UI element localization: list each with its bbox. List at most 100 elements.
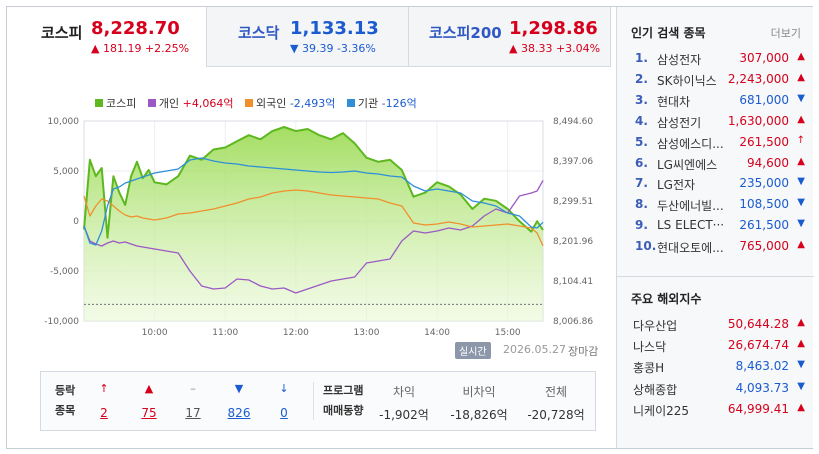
more-link[interactable]: 더보기 <box>770 27 801 40</box>
overseas-index-name[interactable]: 니케이225 <box>633 403 690 418</box>
popular-stock-row[interactable]: 5. 삼성에스디... 261,500 ↑ <box>631 135 807 155</box>
overseas-index-value: 64,999.41 <box>727 401 789 416</box>
tab-kospi[interactable]: 코스피 8,228.70 ▲ 181.19 +2.25% <box>7 7 207 67</box>
stock-price: 307,000 <box>739 51 789 65</box>
overseas-index-name[interactable]: 홍콩H <box>633 361 665 376</box>
realtime-date: 2026.05.27 <box>503 343 566 356</box>
down-arrow-icon: ▼ <box>797 197 805 209</box>
x-tick-label: 15:00 <box>495 328 521 338</box>
y-right-tick-label: 8,397.06 <box>553 157 593 167</box>
legend-swatch <box>244 99 253 107</box>
overseas-index-row[interactable]: 나스닥 26,674.74 ▲ <box>631 338 807 358</box>
overseas-index-row[interactable]: 다우산업 50,644.28 ▲ <box>631 317 807 337</box>
tab-kospi-value: 8,228.70 <box>91 18 180 39</box>
breadth-label-2: 종목 <box>55 404 76 417</box>
stock-name[interactable]: 두산에너빌... <box>657 199 724 214</box>
stock-name[interactable]: LG전자 <box>657 178 696 193</box>
tab-kospi200-change: ▲ 38.33 +3.04% <box>509 42 601 55</box>
stock-rank: 6. <box>635 155 648 170</box>
overseas-index-row[interactable]: 홍콩H 8,463.02 ▼ <box>631 359 807 379</box>
fall-icon: ▼ <box>234 382 244 395</box>
y-right-tick-label: 8,299.51 <box>553 197 593 207</box>
y-left-tick-label: 0 <box>73 217 79 227</box>
stock-price: 765,000 <box>739 239 789 254</box>
market-status: 장마감 <box>568 345 599 358</box>
chart-axes: 10,000 5,000 0 -5,000 -10,000 8,494.60 8,397.0… <box>44 117 593 338</box>
overseas-index-value: 26,674.74 <box>727 338 789 353</box>
fall-count[interactable]: 826 <box>227 406 251 420</box>
up-arrow-icon: ▲ <box>797 317 805 328</box>
x-tick-label: 14:00 <box>424 328 450 338</box>
tab-kospi200[interactable]: 코스피200 1,298.86 ▲ 38.33 +3.04% <box>409 7 611 67</box>
popular-stock-row[interactable]: 9. LS ELECT··· 261,500 ▼ <box>631 218 807 238</box>
realtime-badge: 실시간 <box>455 342 491 359</box>
stock-price: 681,000 <box>739 92 789 107</box>
program-total-value: -20,728억 <box>527 408 585 422</box>
popular-stock-row[interactable]: 10. 현대오토에... 765,000 ▲ <box>631 239 807 259</box>
program-label-1: 프로그램 <box>323 384 364 397</box>
stock-price: 94,600 <box>747 155 789 170</box>
stock-rank: 10. <box>635 239 657 254</box>
overseas-index-name[interactable]: 다우산업 <box>633 319 678 333</box>
stock-rank: 1. <box>635 51 648 65</box>
popular-stock-row[interactable]: 4. 삼성전기 1,630,000 ▲ <box>631 114 807 134</box>
down-arrow-icon: ▼ <box>797 92 805 104</box>
legend-foreign: 외국인 -2,493억 <box>244 95 335 111</box>
stock-rank: 5. <box>635 134 648 149</box>
limit-up-count[interactable]: 2 <box>100 406 108 420</box>
popular-stock-row[interactable]: 1. 삼성전자 307,000 ▲ <box>631 51 807 71</box>
legend-kospi: 코스피 <box>95 95 136 111</box>
stock-name[interactable]: LS ELECT··· <box>657 218 725 233</box>
popular-stock-row[interactable]: 7. LG전자 235,000 ▼ <box>631 176 807 196</box>
intraday-chart: 10,000 5,000 0 -5,000 -10,000 8,494.60 8,397.0… <box>44 117 593 338</box>
tab-kospi-change: ▲ 181.19 +2.25% <box>91 42 190 55</box>
stock-rank: 7. <box>635 176 648 191</box>
stock-name[interactable]: SK하이닉스 <box>657 73 717 88</box>
flat-count[interactable]: 17 <box>185 406 201 420</box>
program-nonarbitrage-header: 비차익 <box>462 385 496 399</box>
program-total-header: 전체 <box>544 385 568 399</box>
popular-stock-row[interactable]: 2. SK하이닉스 2,243,000 ▲ <box>631 72 807 92</box>
overseas-index-row[interactable]: 니케이225 64,999.41 ▲ <box>631 402 807 422</box>
stock-name[interactable]: 삼성전자 <box>657 53 702 67</box>
stock-name[interactable]: 현대차 <box>657 94 691 109</box>
breadth-label-1: 등락 <box>55 384 76 397</box>
stock-name[interactable]: 삼성전기 <box>657 115 702 130</box>
y-left-tick-label: -5,000 <box>50 267 79 277</box>
y-right-tick-label: 8,006.86 <box>553 317 593 327</box>
program-nonarbitrage-value: -18,826억 <box>450 408 508 422</box>
program-label-2: 매매동향 <box>323 404 364 417</box>
series-line-2 <box>83 189 544 247</box>
up-arrow-icon: ▲ <box>797 401 805 413</box>
tab-kospi-name: 코스피 <box>41 24 83 42</box>
x-tick-label: 12:00 <box>283 328 309 338</box>
stock-rank: 2. <box>635 71 648 86</box>
x-tick-label: 10:00 <box>142 328 168 338</box>
overseas-index-name[interactable]: 나스닥 <box>633 340 667 355</box>
stock-name[interactable]: 현대오토에... <box>657 241 724 256</box>
down-arrow-icon: ▼ <box>797 176 805 188</box>
y-right-tick-label: 8,494.60 <box>553 117 593 127</box>
stock-price: 235,000 <box>739 176 789 191</box>
market-widget: 코스피 8,228.70 ▲ 181.19 +2.25% 코스닥 1,133.1… <box>6 6 814 449</box>
market-stats-box: 등락 종목 ↑ 2 ▲ 75 – 17 ▼ 826 ↓ 0 프로그램 매매동향 … <box>40 371 596 431</box>
stock-rank: 3. <box>635 92 648 107</box>
limit-down-count[interactable]: 0 <box>280 406 288 420</box>
tab-kosdaq[interactable]: 코스닥 1,133.13 ▼ 39.39 -3.36% <box>207 7 409 67</box>
overseas-index-row[interactable]: 상해종합 4,093.73 ▼ <box>631 381 807 401</box>
y-right-tick-label: 8,104.41 <box>553 277 593 287</box>
overseas-index-name[interactable]: 상해종합 <box>633 382 678 397</box>
popular-stock-row[interactable]: 3. 현대차 681,000 ▼ <box>631 93 807 113</box>
stock-rank: 8. <box>635 197 648 212</box>
series-line-3 <box>83 157 544 246</box>
stock-name[interactable]: 삼성에스디... <box>657 136 724 151</box>
overseas-index-value: 50,644.28 <box>727 317 789 331</box>
popular-stock-row[interactable]: 6. LG씨엔에스 94,600 ▲ <box>631 156 807 176</box>
limit-up-icon: ↑ <box>99 382 109 395</box>
popular-stock-row[interactable]: 8. 두산에너빌... 108,500 ▼ <box>631 197 807 217</box>
overseas-index-value: 4,093.73 <box>735 380 789 395</box>
stock-name[interactable]: LG씨엔에스 <box>657 157 718 172</box>
tab-kosdaq-name: 코스닥 <box>238 24 280 42</box>
rise-count[interactable]: 75 <box>141 406 157 420</box>
side-panel: 인기 검색 종목 더보기 1. 삼성전자 307,000 ▲ 2. SK하이닉스 2,243… <box>616 7 814 448</box>
